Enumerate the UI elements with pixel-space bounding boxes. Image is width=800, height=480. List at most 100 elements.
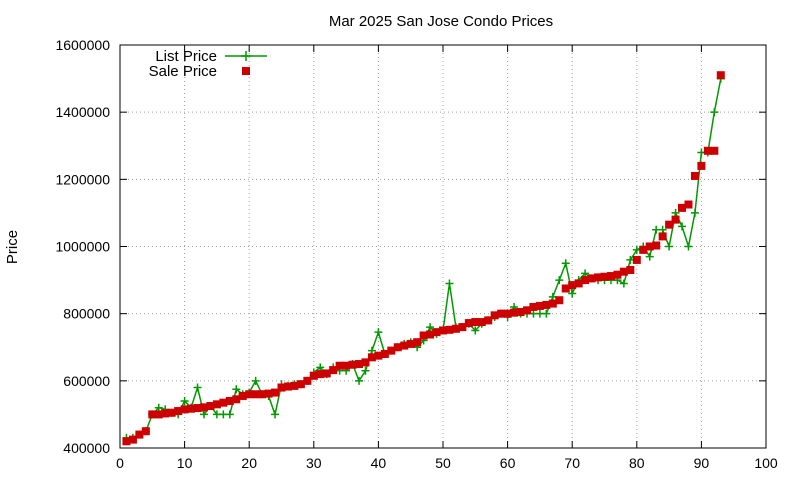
x-tick-label: 90 bbox=[694, 455, 710, 471]
sale-price-point bbox=[225, 396, 234, 405]
sale-price-point bbox=[684, 200, 693, 209]
chart-title: Mar 2025 San Jose Condo Prices bbox=[329, 13, 553, 30]
list-price-point bbox=[355, 376, 364, 385]
x-tick-label: 0 bbox=[116, 455, 124, 471]
list-price-point bbox=[154, 403, 163, 412]
list-price-point bbox=[361, 366, 370, 375]
sale-price-point bbox=[458, 323, 467, 332]
list-price-line bbox=[126, 78, 722, 439]
sale-price-point bbox=[141, 427, 150, 436]
sale-price-point bbox=[271, 388, 280, 397]
axis-ticks: 0 10 20 30 40 50 60 70 80 90 100 400000 600000 800000… bbox=[55, 37, 777, 471]
sale-price-point bbox=[329, 366, 338, 375]
x-tick-label: 10 bbox=[177, 455, 193, 471]
sale-price-point bbox=[451, 324, 460, 333]
sale-price-point bbox=[355, 360, 364, 369]
sale-price-point bbox=[503, 309, 512, 318]
sale-price-point bbox=[626, 266, 635, 275]
list-price-point bbox=[684, 242, 693, 251]
list-price-point bbox=[193, 383, 202, 392]
sale-price-point bbox=[594, 273, 603, 282]
list-price-point bbox=[678, 222, 687, 231]
list-price-point bbox=[426, 323, 435, 332]
sale-price-point bbox=[690, 171, 699, 180]
list-price-point bbox=[271, 410, 280, 419]
sale-price-point bbox=[464, 319, 473, 328]
sale-price-point bbox=[600, 272, 609, 281]
plot-frame bbox=[119, 44, 767, 449]
sale-price-point bbox=[484, 316, 493, 325]
sale-price-point bbox=[380, 349, 389, 358]
sale-price-point bbox=[639, 245, 648, 254]
sale-price-point bbox=[303, 376, 312, 385]
y-tick-label: 1600000 bbox=[55, 37, 110, 53]
sale-price-point bbox=[316, 370, 325, 379]
x-tick-label: 80 bbox=[629, 455, 645, 471]
sale-price-point bbox=[199, 403, 208, 412]
sale-price-point bbox=[678, 203, 687, 212]
list-price-point bbox=[561, 259, 570, 268]
sale-price-point bbox=[516, 307, 525, 316]
list-price-point bbox=[658, 225, 667, 234]
sale-price-point bbox=[283, 382, 292, 391]
sale-price-point bbox=[619, 267, 628, 276]
series-layer bbox=[122, 71, 725, 446]
sale-price-point bbox=[658, 232, 667, 241]
sale-price-point bbox=[148, 410, 157, 419]
sale-price-point bbox=[400, 341, 409, 350]
list-price-point bbox=[710, 108, 719, 117]
sale-price-point bbox=[161, 409, 170, 418]
sale-price-point bbox=[387, 346, 396, 355]
sale-price-point bbox=[574, 279, 583, 288]
sale-price-point bbox=[439, 326, 447, 335]
sale-price-point bbox=[703, 146, 712, 155]
sale-price-point bbox=[522, 306, 531, 315]
list-price-point bbox=[225, 410, 234, 419]
sale-price-point bbox=[167, 408, 176, 417]
list-price-point bbox=[619, 279, 628, 288]
sale-price-point bbox=[219, 398, 228, 407]
sale-price-point bbox=[238, 391, 247, 400]
list-price-point bbox=[316, 363, 325, 372]
list-price-point bbox=[671, 208, 680, 217]
x-tick-label: 20 bbox=[241, 455, 257, 471]
y-tick-label: 600000 bbox=[63, 373, 110, 389]
sale-price-point bbox=[374, 351, 383, 360]
sale-price-point bbox=[665, 220, 674, 229]
sale-price-point bbox=[122, 437, 131, 446]
y-tick-label: 1200000 bbox=[55, 171, 110, 187]
sale-price-point bbox=[548, 299, 557, 308]
series-1 bbox=[122, 71, 725, 446]
list-price-point bbox=[232, 385, 241, 394]
sale-price-point bbox=[128, 435, 137, 444]
x-tick-label: 40 bbox=[371, 455, 387, 471]
sale-price-point bbox=[309, 371, 318, 380]
sale-price-point bbox=[264, 389, 273, 398]
x-tick-label: 30 bbox=[306, 455, 322, 471]
legend: List Price Sale Price bbox=[149, 48, 267, 80]
sale-price-point bbox=[542, 300, 551, 309]
sale-price-point bbox=[606, 272, 615, 281]
list-price-point bbox=[180, 396, 189, 405]
sale-price-point bbox=[471, 318, 480, 327]
sale-price-point bbox=[180, 405, 189, 414]
legend-label-list-price: List Price bbox=[155, 48, 217, 65]
sale-price-point bbox=[174, 407, 183, 416]
sale-price-point bbox=[135, 430, 144, 439]
sale-price-point bbox=[245, 390, 254, 399]
sale-price-point bbox=[697, 161, 706, 170]
sale-price-point bbox=[413, 338, 422, 347]
sale-price-point bbox=[490, 311, 499, 320]
x-tick-label: 60 bbox=[500, 455, 516, 471]
y-tick-label: 1400000 bbox=[55, 104, 110, 120]
sale-price-point bbox=[535, 301, 544, 310]
sale-price-point bbox=[296, 380, 305, 389]
y-axis-label: Price bbox=[4, 230, 21, 264]
sale-price-point bbox=[342, 361, 351, 370]
sale-price-point bbox=[632, 255, 641, 264]
sale-price-point bbox=[652, 241, 661, 250]
list-price-point bbox=[251, 376, 260, 385]
sale-price-point bbox=[277, 383, 286, 392]
sale-price-point bbox=[290, 381, 299, 390]
